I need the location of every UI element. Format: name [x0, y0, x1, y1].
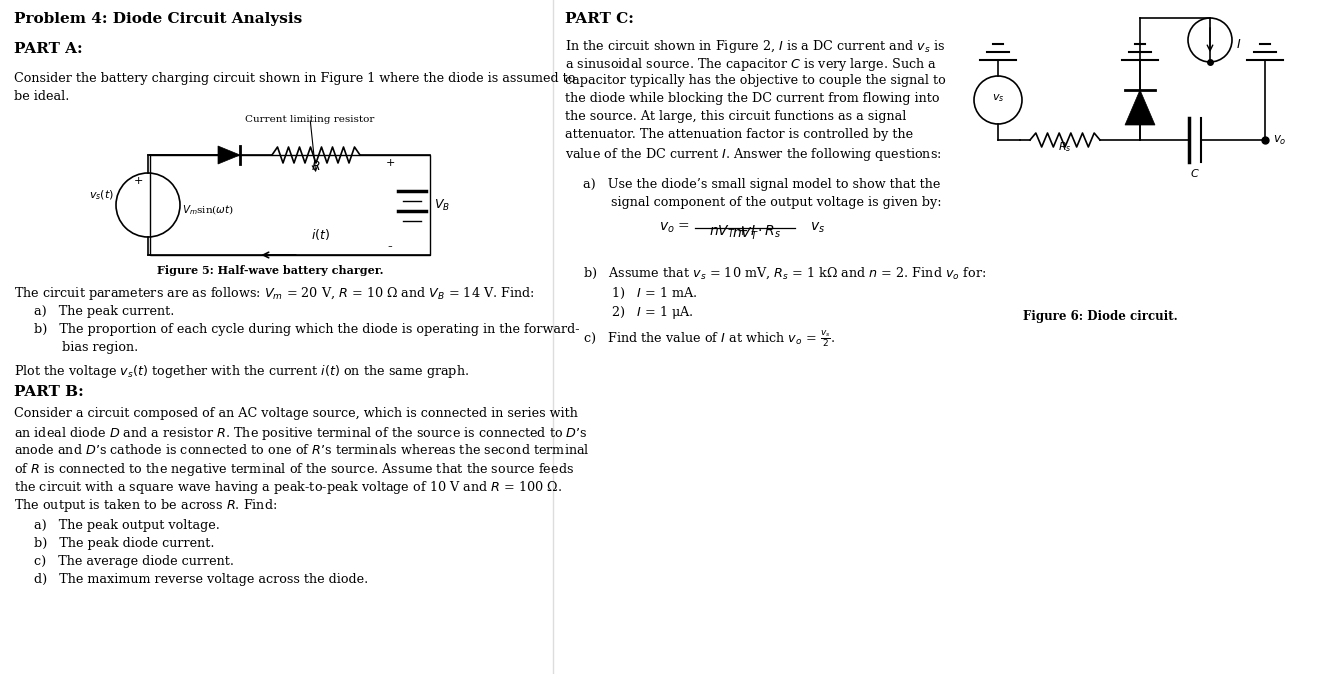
Text: capacitor typically has the objective to couple the signal to: capacitor typically has the objective to…	[565, 74, 945, 87]
Text: b)   The peak diode current.: b) The peak diode current.	[35, 537, 215, 550]
Text: $nV_T + I \cdot R_s$: $nV_T + I \cdot R_s$	[709, 224, 781, 241]
Text: a)   The peak current.: a) The peak current.	[35, 305, 175, 318]
Text: of $R$ is connected to the negative terminal of the source. Assume that the sour: of $R$ is connected to the negative term…	[15, 461, 575, 478]
Text: value of the DC current $I$. Answer the following questions:: value of the DC current $I$. Answer the …	[565, 146, 941, 163]
Text: signal component of the output voltage is given by:: signal component of the output voltage i…	[583, 196, 941, 209]
Text: $nV_T$: $nV_T$	[732, 226, 758, 242]
Text: b)   Assume that $v_s$ = 10 mV, $R_s$ = 1 kΩ and $n$ = 2. Find $v_o$ for:: b) Assume that $v_s$ = 10 mV, $R_s$ = 1 …	[583, 266, 986, 282]
Text: a)   The peak output voltage.: a) The peak output voltage.	[35, 519, 220, 532]
Text: $v_s$: $v_s$	[992, 92, 1004, 104]
Text: $R_s$: $R_s$	[1058, 140, 1072, 154]
Text: $v_s$: $v_s$	[810, 221, 825, 235]
Text: PART B:: PART B:	[15, 385, 84, 399]
Text: c)   The average diode current.: c) The average diode current.	[35, 555, 235, 568]
Polygon shape	[219, 146, 240, 164]
Text: attenuator. The attenuation factor is controlled by the: attenuator. The attenuation factor is co…	[565, 128, 913, 141]
Text: -: -	[388, 240, 392, 254]
Text: PART C:: PART C:	[565, 12, 635, 26]
Text: $v_s(t)$: $v_s(t)$	[89, 188, 115, 202]
Text: The circuit parameters are as follows: $V_m$ = 20 V, $R$ = 10 Ω and $V_B$ = 14 V: The circuit parameters are as follows: $…	[15, 285, 535, 302]
Text: $V_B$: $V_B$	[435, 197, 451, 212]
Text: bias region.: bias region.	[35, 341, 139, 354]
Text: an ideal diode $D$ and a resistor $R$. The positive terminal of the source is co: an ideal diode $D$ and a resistor $R$. T…	[15, 425, 588, 442]
Text: The output is taken to be across $R$. Find:: The output is taken to be across $R$. Fi…	[15, 497, 277, 514]
Text: d)   The maximum reverse voltage across the diode.: d) The maximum reverse voltage across th…	[35, 573, 368, 586]
Text: a sinusoidal source. The capacitor $C$ is very large. Such a: a sinusoidal source. The capacitor $C$ i…	[565, 56, 937, 73]
Text: +: +	[133, 176, 143, 186]
Text: $v_o$: $v_o$	[1273, 133, 1286, 146]
Text: +: +	[385, 158, 395, 168]
Text: the diode while blocking the DC current from flowing into: the diode while blocking the DC current …	[565, 92, 940, 105]
Text: Figure 5: Half-wave battery charger.: Figure 5: Half-wave battery charger.	[157, 265, 384, 276]
Text: the circuit with a square wave having a peak-to-peak voltage of 10 V and $R$ = 1: the circuit with a square wave having a …	[15, 479, 563, 496]
Text: Consider a circuit composed of an AC voltage source, which is connected in serie: Consider a circuit composed of an AC vol…	[15, 407, 579, 420]
Text: be ideal.: be ideal.	[15, 90, 69, 103]
Text: Consider the battery charging circuit shown in Figure 1 where the diode is assum: Consider the battery charging circuit sh…	[15, 72, 576, 85]
Text: b)   The proportion of each cycle during which the diode is operating in the for: b) The proportion of each cycle during w…	[35, 323, 580, 336]
Text: anode and $D$’s cathode is connected to one of $R$’s terminals whereas the secon: anode and $D$’s cathode is connected to …	[15, 443, 589, 457]
Text: 2)   $I$ = 1 μA.: 2) $I$ = 1 μA.	[583, 304, 693, 321]
Text: Current limiting resistor: Current limiting resistor	[245, 115, 375, 124]
Text: a)   Use the diode’s small signal model to show that the: a) Use the diode’s small signal model to…	[583, 178, 940, 191]
Text: Problem 4: Diode Circuit Analysis: Problem 4: Diode Circuit Analysis	[15, 12, 303, 26]
Polygon shape	[1125, 90, 1154, 125]
Text: Plot the voltage $v_s(t)$ together with the current $i(t)$ on the same graph.: Plot the voltage $v_s(t)$ together with …	[15, 363, 469, 380]
Text: 1)   $I$ = 1 mA.: 1) $I$ = 1 mA.	[583, 286, 697, 301]
Text: $V_m$sin($\omega t$): $V_m$sin($\omega t$)	[183, 203, 235, 217]
Bar	[151, 155, 431, 255]
Text: $i(t)$: $i(t)$	[312, 228, 331, 243]
Text: PART A:: PART A:	[15, 42, 83, 56]
Text: $I$: $I$	[1236, 38, 1241, 51]
Text: $C$: $C$	[1190, 167, 1200, 179]
Text: $R$: $R$	[311, 160, 321, 173]
Text: the source. At large, this circuit functions as a signal: the source. At large, this circuit funct…	[565, 110, 906, 123]
Text: c)   Find the value of $I$ at which $v_o$ = $\frac{v_s}{2}$.: c) Find the value of $I$ at which $v_o$ …	[583, 328, 836, 349]
Text: In the circuit shown in Figure 2, $I$ is a DC current and $v_s$ is: In the circuit shown in Figure 2, $I$ is…	[565, 38, 945, 55]
Text: $v_o$ =: $v_o$ =	[659, 221, 690, 235]
Text: Figure 6: Diode circuit.: Figure 6: Diode circuit.	[1022, 310, 1177, 323]
